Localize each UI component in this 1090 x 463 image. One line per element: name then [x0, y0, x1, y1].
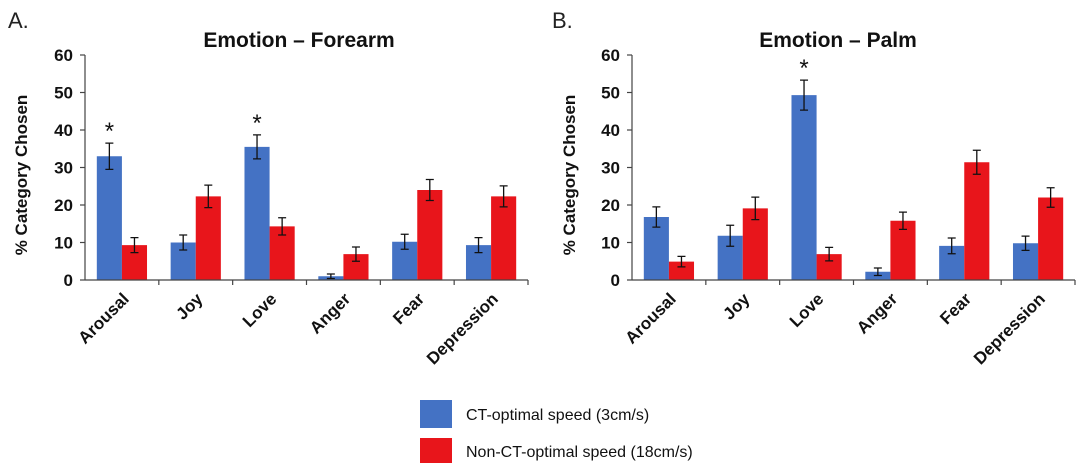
x-tick-label-love: Love [239, 289, 280, 330]
error-bar [947, 237, 956, 255]
error-bar [204, 184, 213, 209]
x-tick-label-joy: Joy [172, 289, 207, 324]
error-bar [351, 246, 360, 262]
y-tick-label: 20 [54, 196, 73, 215]
legend-swatch-non-ct-optimal [420, 438, 452, 463]
x-tick-label-anger: Anger [306, 289, 354, 337]
legend-swatch-ct-optimal [420, 400, 452, 428]
error-bar [800, 79, 809, 111]
error-bar [825, 246, 834, 262]
error-bar [253, 134, 262, 160]
chart-title: Emotion – Palm [759, 29, 917, 52]
x-tick-label-depression: Depression [970, 289, 1049, 368]
chart-palm: B. Emotion – Palm % Category Chosen 0 10 2… [552, 8, 1076, 368]
bars [643, 79, 1064, 280]
y-ticks: 0 10 20 30 40 50 60 [54, 46, 85, 290]
bar-ct-optimal-love [244, 146, 270, 280]
error-bar [400, 233, 409, 250]
bar-non-ct-optimal-joy [195, 196, 221, 280]
y-tick-label: 20 [601, 196, 620, 215]
error-bar [474, 236, 483, 254]
bar-non-ct-optimal-fear [964, 162, 990, 280]
x-tick-label-fear: Fear [389, 289, 428, 328]
error-bar [652, 206, 661, 228]
y-tick-label: 0 [611, 271, 620, 290]
annotations: * * [105, 110, 262, 145]
y-tick-label: 30 [54, 159, 73, 178]
x-tick-label-anger: Anger [853, 289, 901, 337]
y-tick-label: 10 [54, 234, 73, 253]
legend-label-non-ct-optimal: Non-CT-optimal speed (18cm/s) [466, 444, 693, 461]
error-bar [751, 196, 760, 221]
y-ticks: 0 10 20 30 40 50 60 [601, 46, 632, 290]
chart-title: Emotion – Forearm [203, 29, 394, 52]
legend: CT-optimal speed (3cm/s) Non-CT-optimal … [420, 400, 693, 463]
panel-letter: B. [552, 8, 573, 33]
y-tick-label: 60 [54, 46, 73, 65]
panel-letter: A. [8, 8, 29, 33]
x-tick-label-joy: Joy [719, 289, 754, 324]
x-tick-label-fear: Fear [936, 289, 975, 328]
error-bar [278, 217, 287, 236]
bar-non-ct-optimal-depression [491, 196, 517, 280]
bars [96, 134, 517, 280]
y-tick-label: 40 [54, 121, 73, 140]
y-tick-label: 30 [601, 159, 620, 178]
y-tick-label: 60 [601, 46, 620, 65]
x-tick-label-arousal: Arousal [75, 289, 133, 347]
bar-ct-optimal-love [791, 95, 817, 280]
error-bar [726, 224, 735, 247]
error-bar [677, 255, 686, 268]
error-bar [425, 178, 434, 202]
error-bar [499, 185, 508, 208]
annotations: * [799, 55, 808, 82]
y-tick-label: 50 [601, 84, 620, 103]
y-axis-label: % Category Chosen [560, 95, 579, 256]
error-bar [972, 149, 981, 175]
x-tick-label-arousal: Arousal [622, 289, 680, 347]
error-bar [179, 234, 188, 251]
error-bar [130, 236, 139, 254]
significance-marker: * [799, 55, 808, 82]
error-bar [898, 211, 907, 231]
bar-ct-optimal-arousal [96, 156, 122, 280]
chart-forearm: A. Emotion – Forearm % Category Chosen 0… [8, 8, 529, 368]
bar-non-ct-optimal-anger [890, 220, 916, 280]
y-tick-label: 10 [601, 234, 620, 253]
error-bar [1021, 235, 1030, 252]
y-tick-label: 50 [54, 84, 73, 103]
significance-marker: * [105, 118, 114, 145]
y-tick-label: 40 [601, 121, 620, 140]
y-tick-label: 0 [64, 271, 73, 290]
error-bar [326, 273, 335, 280]
legend-label-ct-optimal: CT-optimal speed (3cm/s) [466, 407, 649, 424]
error-bar [1046, 187, 1055, 208]
bar-non-ct-optimal-arousal [668, 261, 695, 280]
bar-non-ct-optimal-joy [742, 208, 768, 280]
error-bar [873, 267, 882, 277]
x-tick-label-love: Love [786, 289, 827, 330]
error-bar [105, 142, 114, 171]
bar-non-ct-optimal-depression [1038, 197, 1064, 280]
y-axis-label: % Category Chosen [12, 95, 31, 256]
bar-non-ct-optimal-fear [417, 190, 443, 280]
significance-marker: * [252, 110, 261, 137]
x-tick-label-depression: Depression [423, 289, 502, 368]
